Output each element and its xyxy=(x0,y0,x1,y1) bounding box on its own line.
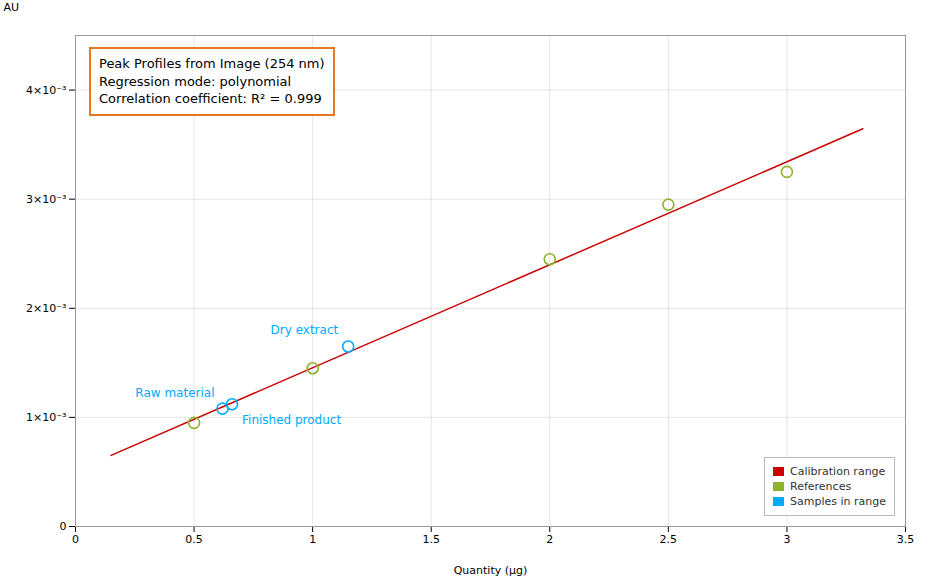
svg-text:0.5: 0.5 xyxy=(185,533,203,546)
svg-text:3.5: 3.5 xyxy=(897,533,915,546)
svg-text:AU: AU xyxy=(4,1,20,14)
html-text:References: References xyxy=(790,480,852,493)
html-text:Calibration range: Calibration range xyxy=(790,465,886,478)
html-text:Samples in range: Samples in range xyxy=(790,495,886,508)
svg-text:2.5: 2.5 xyxy=(660,533,678,546)
svg-text:3×10⁻³: 3×10⁻³ xyxy=(26,193,66,206)
svg-text:0: 0 xyxy=(72,533,79,546)
svg-text:Raw material: Raw material xyxy=(135,386,214,400)
svg-text:2×10⁻³: 2×10⁻³ xyxy=(26,302,66,315)
svg-text:4×10⁻³: 4×10⁻³ xyxy=(26,84,66,97)
svg-text:1.5: 1.5 xyxy=(422,533,440,546)
html-text:Peak Profiles from Image (254: Peak Profiles from Image (254 nm) Regres… xyxy=(99,56,325,107)
svg-text:1×10⁻³: 1×10⁻³ xyxy=(26,411,66,424)
svg-text:1: 1 xyxy=(309,533,316,546)
svg-text:Dry extract: Dry extract xyxy=(271,323,339,337)
svg-text:Finished product: Finished product xyxy=(242,413,341,427)
svg-text:3: 3 xyxy=(783,533,790,546)
svg-text:Quantity (µg): Quantity (µg) xyxy=(454,564,528,576)
svg-text:0: 0 xyxy=(60,520,67,533)
svg-text:2: 2 xyxy=(546,533,553,546)
